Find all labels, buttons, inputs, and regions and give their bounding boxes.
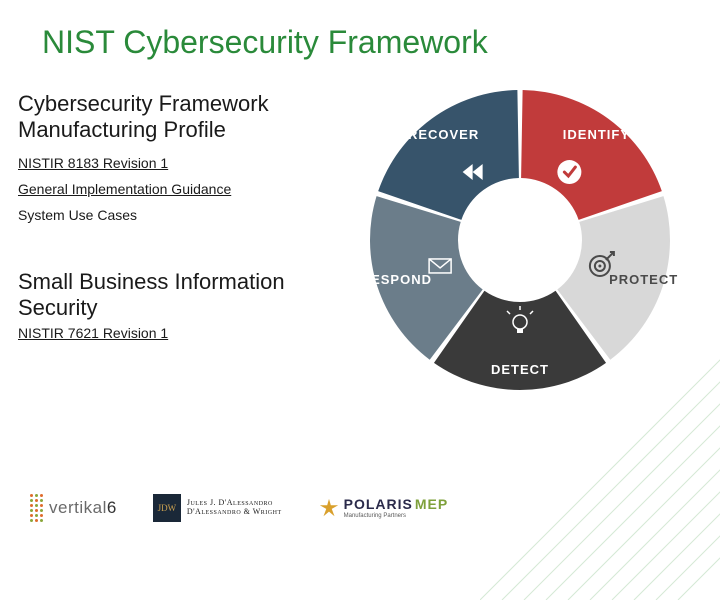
link-guidance[interactable]: General Implementation Guidance bbox=[18, 181, 330, 197]
page-title: NIST Cybersecurity Framework bbox=[0, 0, 720, 61]
wheel-label-protect: PROTECT bbox=[609, 272, 678, 287]
check-icon bbox=[557, 160, 581, 184]
wheel-label-respond: RESPOND bbox=[361, 272, 432, 287]
polaris-star-icon bbox=[318, 497, 340, 519]
polaris-name: POLARIS bbox=[344, 496, 413, 512]
system-use-cases: System Use Cases bbox=[18, 207, 330, 223]
logo-jjd: JDW Jules J. D'Alessandro D'Alessandro &… bbox=[153, 494, 282, 522]
link-nistir-7621[interactable]: NISTIR 7621 Revision 1 bbox=[18, 325, 330, 341]
csf-wheel: IDENTIFY PROTECT DETECT RESPOND RECOVER bbox=[360, 80, 680, 400]
section2-heading: Small Business Information Security bbox=[18, 269, 330, 321]
vertikal-text: vertikal bbox=[49, 498, 107, 517]
polaris-mep: MEP bbox=[415, 496, 448, 512]
vertikal-six: 6 bbox=[107, 498, 117, 517]
jjd-line2: D'Alessandro & Wright bbox=[187, 508, 282, 517]
logo-polaris: POLARISMEP Manufacturing Partners bbox=[318, 497, 449, 519]
link-nistir-8183[interactable]: NISTIR 8183 Revision 1 bbox=[18, 155, 330, 171]
jjd-monogram: JDW bbox=[153, 494, 181, 522]
wheel-label-identify: IDENTIFY bbox=[563, 127, 630, 142]
wheel-label-recover: RECOVER bbox=[408, 127, 479, 142]
logo-vertikal6: vertikal6 bbox=[30, 494, 117, 522]
section1-heading: Cybersecurity Framework Manufacturing Pr… bbox=[18, 91, 330, 143]
footer-logos: vertikal6 JDW Jules J. D'Alessandro D'Al… bbox=[30, 494, 448, 522]
left-column: Cybersecurity Framework Manufacturing Pr… bbox=[0, 61, 330, 341]
polaris-tagline: Manufacturing Partners bbox=[344, 513, 449, 519]
wheel-label-detect: DETECT bbox=[491, 362, 549, 377]
